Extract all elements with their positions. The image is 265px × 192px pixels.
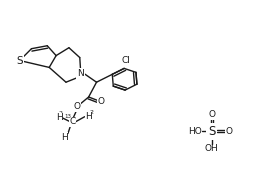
Text: S: S [16,55,23,65]
Text: O: O [208,110,215,119]
Text: Cl: Cl [122,56,131,65]
Text: HO: HO [188,127,202,136]
Text: H: H [56,113,63,122]
Text: OH: OH [205,144,219,153]
Text: C: C [70,117,76,126]
Text: 2: 2 [58,111,62,116]
Text: H: H [61,133,67,142]
Text: O: O [98,97,105,106]
Text: O: O [73,102,80,111]
Text: N: N [77,69,84,78]
Text: 13: 13 [64,114,72,119]
Text: 2: 2 [90,110,94,115]
Text: H: H [85,112,92,121]
Text: O: O [225,127,232,136]
Text: S: S [208,125,215,138]
Text: 2: 2 [59,132,63,137]
